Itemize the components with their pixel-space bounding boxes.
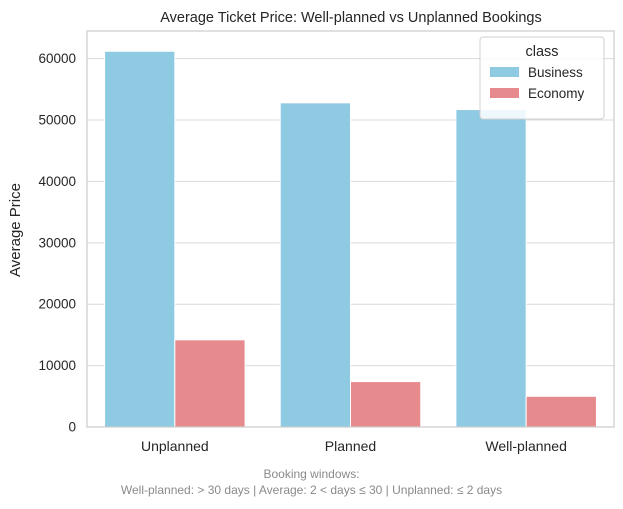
legend-label-business: Business — [528, 65, 583, 80]
x-tick-label: Planned — [325, 438, 376, 454]
y-tick-label: 50000 — [38, 113, 76, 128]
y-tick-label: 0 — [68, 420, 76, 435]
bar-business-unplanned — [104, 50, 176, 428]
y-tick-label: 60000 — [38, 51, 76, 66]
y-axis-label: Average Price — [7, 183, 24, 277]
bar-economy-planned — [350, 381, 422, 428]
y-tick-label: 40000 — [38, 174, 76, 189]
y-tick-label: 10000 — [38, 358, 76, 373]
y-tick-label: 30000 — [38, 235, 76, 250]
bar-layer — [104, 50, 597, 428]
legend-swatch-business — [490, 67, 519, 77]
x-tick-label: Unplanned — [141, 438, 209, 454]
plot-frame — [86, 30, 615, 428]
y-tick-label: 20000 — [38, 297, 76, 312]
bar-business-planned — [279, 102, 352, 428]
booking-window-caption: Booking windows: Well-planned: > 30 days… — [0, 467, 623, 497]
bar-economy-well-planned — [525, 395, 597, 428]
legend-box — [479, 36, 605, 120]
bar-economy-unplanned — [174, 339, 246, 428]
legend: class Business Economy — [479, 36, 605, 120]
bar-business-well-planned — [455, 109, 527, 428]
chart-title: Average Ticket Price: Well-planned vs Un… — [160, 10, 542, 26]
caption-line-2: Well-planned: > 30 days | Average: 2 < d… — [120, 483, 503, 497]
legend-label-economy: Economy — [528, 86, 585, 101]
tick-layer: 0 10000 20000 30000 40000 50000 60000 Unplanned… — [38, 51, 566, 454]
legend-swatch-economy — [490, 88, 519, 98]
x-tick-label: Well-planned — [485, 438, 566, 454]
caption-line-1: Booking windows: — [263, 467, 360, 481]
legend-title: class — [525, 44, 558, 60]
